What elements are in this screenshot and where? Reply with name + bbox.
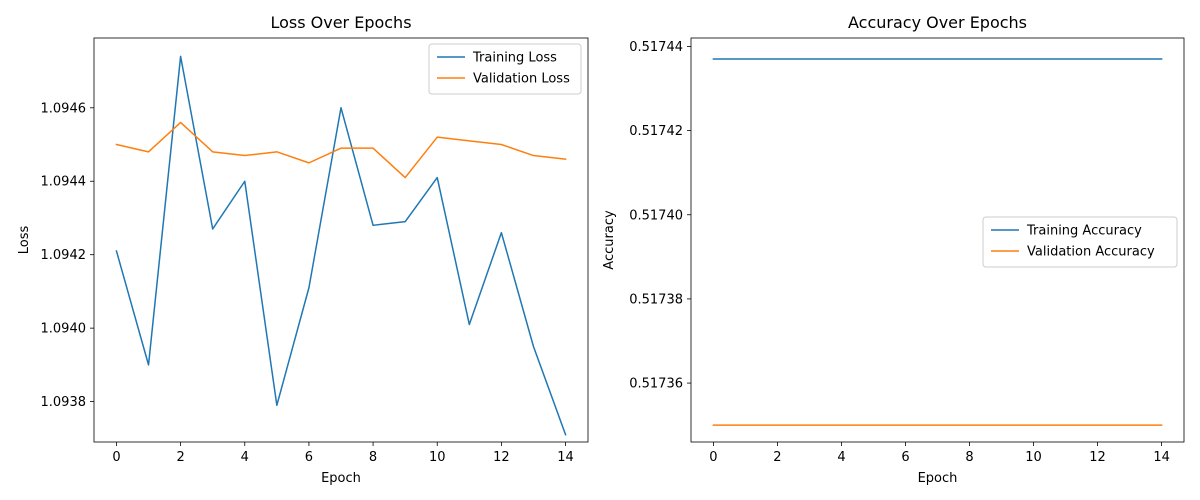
legend-label: Training Accuracy (1026, 224, 1142, 239)
x-tick-label: 0 (112, 450, 120, 465)
y-tick-label: 0.51744 (629, 40, 683, 55)
x-tick-label: 0 (709, 450, 717, 465)
chart-panel-1: Loss Over Epochs 0 2 4 6 8 10 12 14 1.0938 1.0940 1… (17, 13, 589, 486)
x-tick-label: 2 (176, 450, 184, 465)
x-axis-label: Epoch (918, 471, 958, 486)
y-tick-label: 0.51736 (629, 377, 683, 392)
y-tick-label: 1.0940 (41, 322, 87, 337)
x-tick-label: 4 (837, 450, 845, 465)
x-axis-label: Epoch (321, 471, 361, 486)
chart-panel-2: Accuracy Over Epochs 0 2 4 6 8 10 12 14 0.51736 0.… (602, 13, 1185, 486)
legend-box (428, 43, 582, 95)
y-axis-label: Accuracy (602, 210, 617, 270)
axes-frame (690, 37, 1185, 443)
chart-title: Accuracy Over Epochs (848, 13, 1027, 32)
x-tick-label: 12 (1089, 450, 1106, 465)
legend-box (982, 216, 1178, 268)
x-tick-label: 2 (773, 450, 781, 465)
legend-label: Validation Accuracy (1027, 245, 1155, 260)
x-tick-label: 14 (557, 450, 574, 465)
x-tick-label: 14 (1153, 450, 1170, 465)
y-axis-label: Loss (17, 226, 32, 255)
x-tick-label: 8 (369, 450, 377, 465)
y-tick-label: 1.0944 (41, 175, 87, 190)
y-tick-label: 0.51738 (629, 292, 683, 307)
legend-label: Training Loss (472, 51, 557, 66)
x-tick-label: 8 (965, 450, 973, 465)
y-tick-label: 1.0946 (41, 101, 87, 116)
y-tick-label: 0.51742 (629, 124, 683, 139)
x-tick-label: 12 (493, 450, 510, 465)
x-tick-label: 6 (305, 450, 313, 465)
axes-frame (93, 37, 589, 443)
series-line-validation-loss (115, 121, 567, 179)
legend: Training Loss Validation Loss (428, 43, 582, 95)
y-tick-label: 1.0942 (41, 248, 87, 263)
x-tick-label: 4 (241, 450, 249, 465)
y-tick-label: 1.0938 (41, 395, 87, 410)
x-tick-label: 10 (1025, 450, 1042, 465)
chart-title: Loss Over Epochs (270, 13, 411, 32)
series-line-training-loss (115, 55, 567, 436)
legend: Training Accuracy Validation Accuracy (982, 216, 1178, 268)
y-tick-label: 0.51740 (629, 208, 683, 223)
x-tick-label: 10 (429, 450, 446, 465)
x-tick-label: 6 (901, 450, 909, 465)
legend-label: Validation Loss (473, 72, 570, 87)
